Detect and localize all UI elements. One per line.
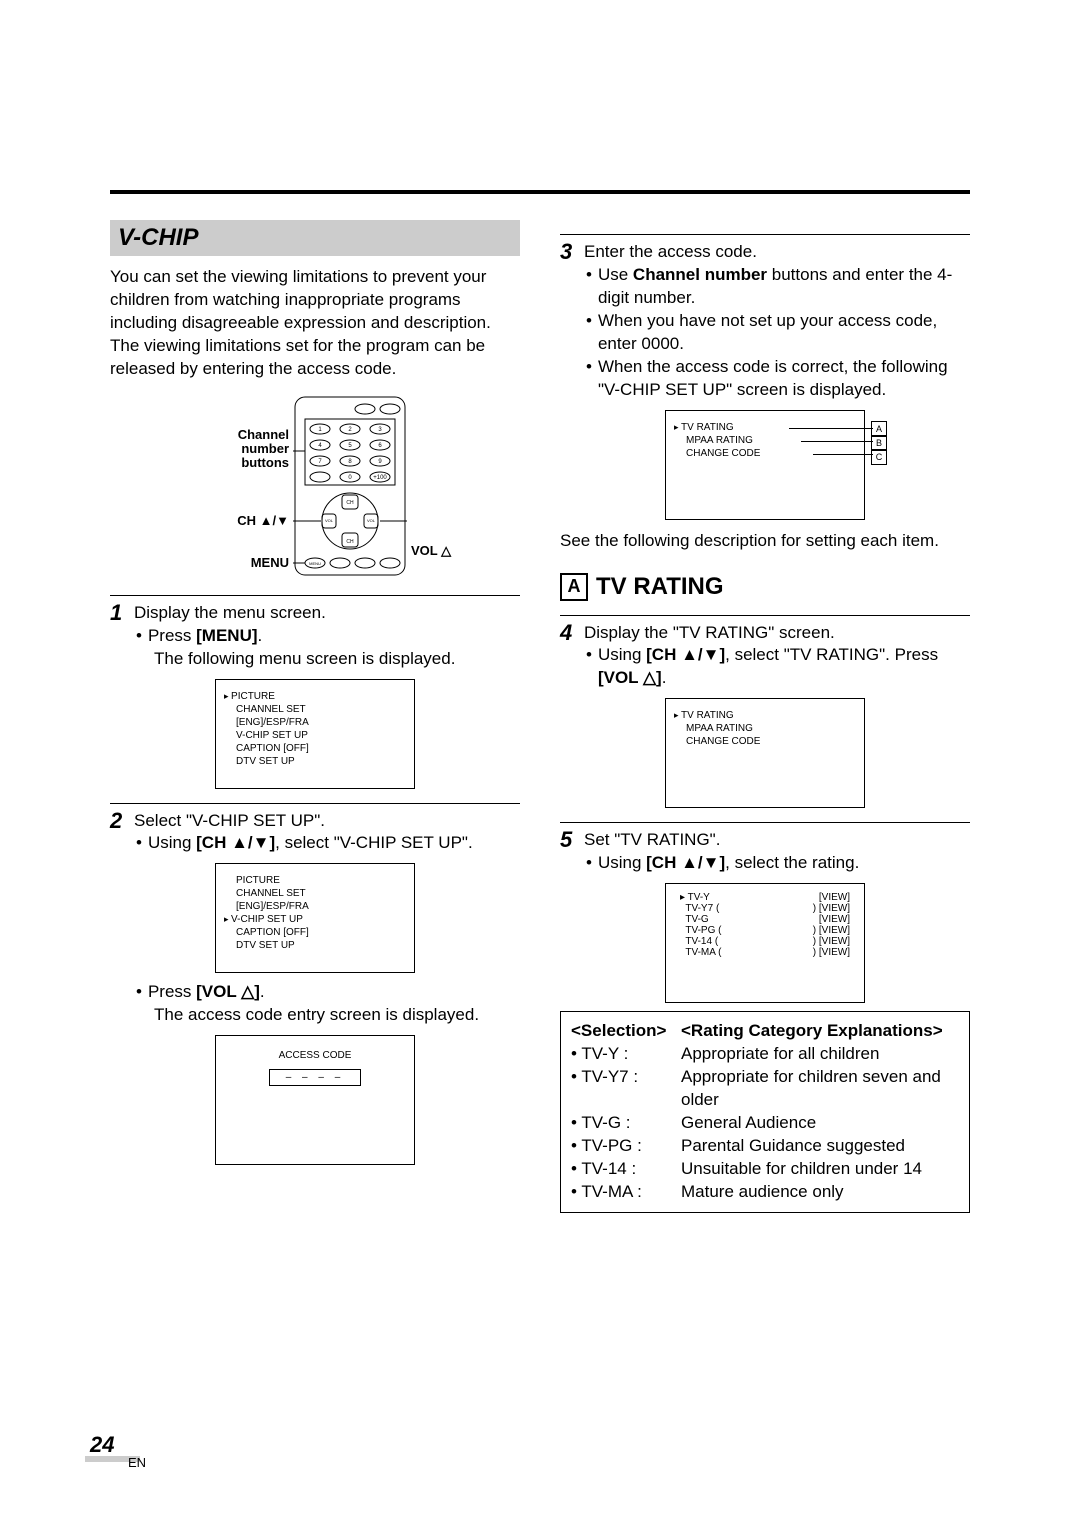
step-2-bullet: • Using [CH ▲/▼], select "V-CHIP SET UP"…	[136, 832, 520, 855]
vchip-title: V-CHIP	[110, 220, 520, 256]
page-lang: EN	[128, 1455, 146, 1470]
step-2: 2 Select "V-CHIP SET UP".	[110, 810, 520, 833]
access-code-osd: ACCESS CODE – – – –	[215, 1035, 415, 1165]
menu-osd-2: PICTURECHANNEL SET[ENG]/ESP/FRAV-CHIP SE…	[215, 863, 415, 973]
menu-osd-1: PICTURECHANNEL SET[ENG]/ESP/FRAV-CHIP SE…	[215, 679, 415, 789]
svg-text:buttons: buttons	[241, 455, 289, 470]
step-3: 3 Enter the access code.	[560, 241, 970, 264]
svg-text:Channel: Channel	[238, 427, 289, 442]
section-a-heading: A TV RATING	[560, 573, 970, 601]
label-menu: MENU	[251, 555, 289, 570]
label-ch: CH ▲/▼	[237, 513, 289, 528]
two-column-layout: V-CHIP You can set the viewing limitatio…	[110, 220, 970, 1213]
tvrating-osd: TV RATINGMPAA RATINGCHANGE CODE	[665, 698, 865, 808]
svg-text:3: 3	[378, 427, 382, 433]
step-1: 1 Display the menu screen.	[110, 602, 520, 625]
svg-text:8: 8	[348, 459, 352, 465]
label-vol: VOL △	[411, 543, 452, 558]
svg-text:MENU: MENU	[309, 561, 321, 566]
step-2b-bullet: • Press [VOL △].	[136, 981, 520, 1004]
svg-text:6: 6	[378, 443, 382, 449]
step-1-bullet: • Press [MENU].	[136, 625, 520, 648]
svg-text:0: 0	[348, 475, 352, 481]
vchip-intro: You can set the viewing limitations to p…	[110, 266, 520, 381]
left-column: V-CHIP You can set the viewing limitatio…	[110, 220, 520, 1213]
page-number: 24	[90, 1432, 114, 1458]
svg-text:7: 7	[318, 459, 322, 465]
svg-text:VOL: VOL	[325, 518, 334, 523]
svg-text:4: 4	[318, 443, 322, 449]
svg-text:2: 2	[348, 427, 352, 433]
step-5: 5 Set "TV RATING".	[560, 829, 970, 852]
manual-page: V-CHIP You can set the viewing limitatio…	[0, 0, 1080, 1528]
remote-diagram: 1 2 3 4 5 6 7 8 9 0 +100 CH CH VOL VOL	[175, 391, 455, 581]
svg-text:1: 1	[318, 427, 322, 433]
svg-text:CH: CH	[346, 500, 354, 506]
rating-explanations: <Selection> <Rating Category Explanation…	[560, 1011, 970, 1213]
svg-text:9: 9	[378, 459, 382, 465]
svg-text:number: number	[241, 441, 289, 456]
vchip-setup-osd: TV RATINGMPAA RATINGCHANGE CODE A B C	[665, 410, 865, 520]
svg-text:+100: +100	[373, 475, 387, 481]
svg-text:5: 5	[348, 443, 352, 449]
top-rule	[110, 190, 970, 194]
step-4: 4 Display the "TV RATING" screen.	[560, 622, 970, 645]
right-column: 3 Enter the access code. • Use Channel n…	[560, 220, 970, 1213]
rating-list-osd: ▸ TV-Y[VIEW] TV-Y7 () [VIEW] TV-G[VIEW] …	[665, 883, 865, 1003]
svg-text:CH: CH	[346, 539, 354, 545]
svg-text:VOL: VOL	[367, 518, 376, 523]
